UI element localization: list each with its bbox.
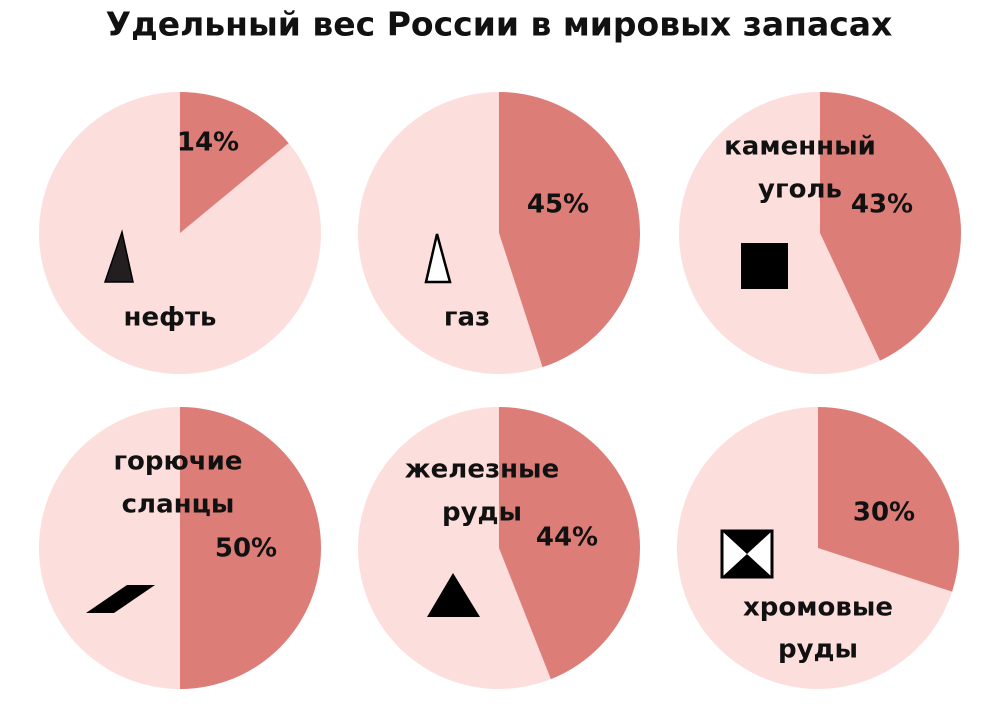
pie-chart: 45% газ — [358, 92, 640, 374]
icon-shape — [427, 573, 480, 617]
pie-name: каменный — [724, 132, 876, 162]
pie-name: сланцы — [122, 490, 235, 520]
pie-chart: 14% нефть — [39, 92, 321, 374]
pie-name: нефть — [124, 303, 217, 333]
resource-icon — [86, 585, 155, 613]
pie-chart: 50% горючие сланцы — [39, 407, 321, 689]
icon-shape — [103, 229, 134, 283]
pie-name: уголь — [758, 175, 842, 205]
pie-slice — [818, 407, 960, 592]
pie-slice — [499, 92, 640, 368]
value-label: 50% — [215, 534, 277, 564]
value-label: 43% — [851, 190, 913, 220]
icon-shape — [722, 531, 772, 577]
value-label: 44% — [536, 523, 598, 553]
resource-icon — [424, 233, 452, 284]
icon-shape — [424, 233, 452, 284]
resource-icon — [103, 229, 134, 283]
pie-slice — [180, 407, 321, 689]
icon-shape — [741, 243, 788, 289]
pie-slice — [180, 92, 289, 233]
pie-slice — [820, 92, 961, 361]
pie-name: хромовые — [743, 593, 893, 623]
pie-name: руды — [442, 498, 522, 528]
value-label: 30% — [853, 498, 915, 528]
pie-chart: 44% железные руды — [358, 406, 641, 689]
resource-icon — [427, 573, 480, 617]
pie-name: железные — [405, 455, 559, 485]
icon-shape — [86, 585, 155, 613]
title: Удельный вес России в мировых запасах — [106, 5, 893, 44]
pie-chart: 43% каменный уголь — [679, 92, 961, 374]
value-label: 14% — [177, 128, 239, 158]
resource-icon — [741, 243, 788, 289]
pie-name: газ — [444, 303, 490, 333]
pie-slice — [499, 406, 641, 680]
pie-name: горючие — [113, 447, 242, 477]
resource-icon — [720, 529, 774, 579]
pie-name: руды — [778, 635, 858, 665]
value-label: 45% — [527, 190, 589, 220]
pie-chart: 30% хромовые руды — [677, 407, 960, 689]
